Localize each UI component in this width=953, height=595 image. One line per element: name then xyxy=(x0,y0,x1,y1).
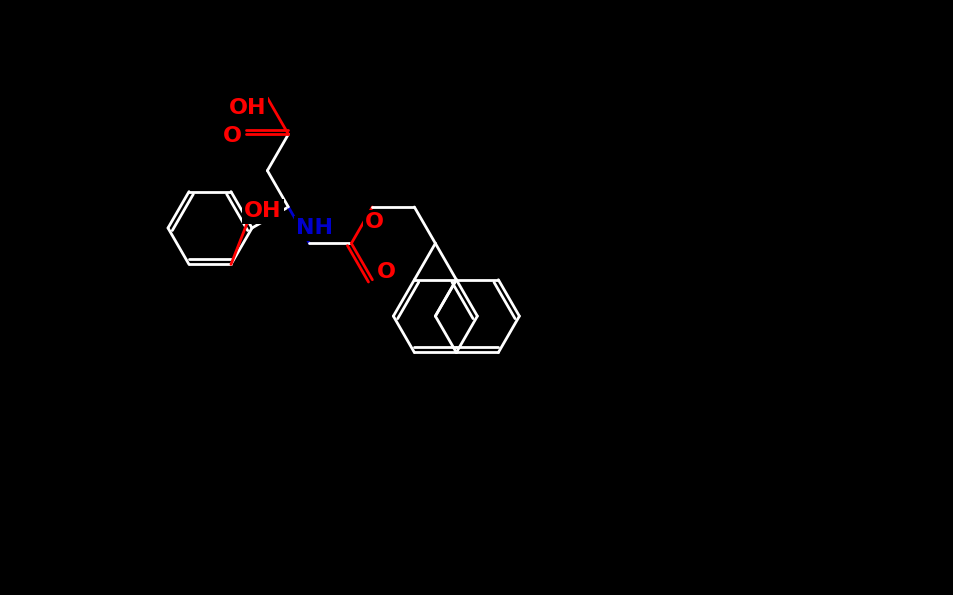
Text: O: O xyxy=(223,126,242,146)
Text: O: O xyxy=(376,262,395,282)
Text: OH: OH xyxy=(244,201,281,221)
Text: OH: OH xyxy=(229,98,266,118)
Text: NH: NH xyxy=(295,218,333,239)
Text: O: O xyxy=(364,212,383,232)
